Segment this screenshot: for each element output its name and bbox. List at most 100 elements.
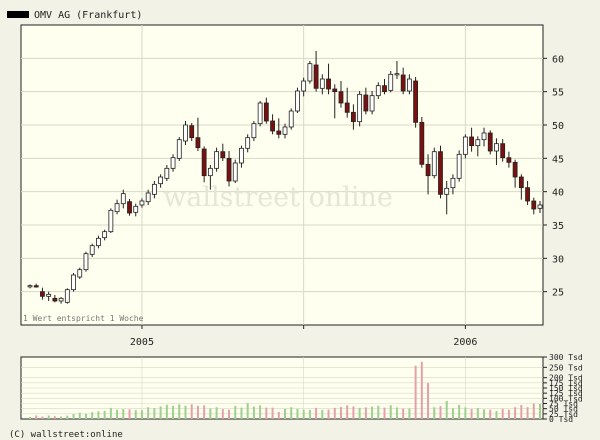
candle: [456, 150, 462, 182]
candle: [207, 165, 213, 190]
candle: [27, 284, 33, 289]
candle-body: [481, 132, 487, 141]
volume-bar: [153, 408, 156, 419]
x-tick-label: 2005: [130, 337, 154, 348]
candle-body: [494, 143, 499, 152]
volume-bar: [103, 410, 106, 419]
candle: [52, 295, 58, 303]
candle-body: [89, 245, 95, 255]
candle: [245, 134, 251, 153]
candle: [89, 243, 95, 257]
candle: [425, 154, 431, 195]
candle-body: [475, 139, 481, 147]
candle: [288, 108, 294, 130]
candle: [96, 235, 101, 249]
candle: [537, 201, 543, 213]
volume-bar: [41, 416, 44, 419]
candle-body: [369, 95, 375, 112]
candle-body: [195, 137, 201, 149]
volume-bar: [47, 415, 50, 419]
candle: [481, 127, 487, 147]
volume-bar: [451, 408, 454, 419]
candle-body: [58, 297, 64, 302]
price-axis: 25 30 35 40 45 50 55 60: [543, 54, 564, 299]
candle-body: [232, 162, 238, 182]
candle: [394, 61, 400, 79]
candle-body: [413, 80, 419, 123]
candle-body: [183, 124, 188, 142]
candle: [201, 146, 207, 183]
candle-body: [176, 139, 182, 159]
candle: [413, 77, 419, 128]
candle: [108, 208, 114, 233]
candle-body: [83, 253, 89, 271]
candle: [369, 91, 375, 115]
volume-bar: [290, 407, 293, 419]
candle-body: [251, 123, 257, 139]
candle: [263, 97, 269, 124]
candle-body: [108, 209, 114, 233]
volume-bar: [302, 409, 305, 419]
candle: [251, 121, 257, 141]
candle: [512, 159, 518, 188]
candle-body: [120, 193, 126, 205]
volume-bar: [234, 405, 237, 419]
volume-bar: [284, 408, 286, 419]
candle-body: [133, 205, 139, 213]
volume-bar: [439, 406, 442, 419]
volume-bar: [97, 411, 100, 419]
volume-bar: [128, 409, 131, 419]
volume-bar: [35, 415, 38, 419]
candle: [344, 87, 350, 118]
candle-body: [40, 291, 45, 297]
volume-bar: [196, 405, 199, 419]
candle: [239, 145, 244, 168]
candle-body: [338, 91, 344, 104]
candle-body: [307, 63, 313, 82]
candle-body: [257, 102, 263, 125]
candle-body: [52, 297, 58, 302]
volume-bar: [246, 403, 249, 419]
candle-body: [282, 126, 288, 135]
volume-bar: [277, 411, 280, 419]
candle: [176, 137, 182, 161]
candle: [518, 174, 524, 200]
volume-bar: [539, 403, 541, 419]
candle-body: [114, 203, 120, 213]
chart-title: OMV AG (Frankfurt): [34, 10, 142, 21]
volume-bar: [72, 414, 75, 419]
volume-bar: [91, 412, 94, 419]
candle: [71, 273, 76, 292]
volume-bar: [203, 405, 206, 419]
candle-body: [344, 102, 350, 113]
candle: [462, 134, 468, 159]
candle: [406, 74, 412, 95]
candle: [164, 165, 170, 181]
candle-body: [351, 111, 356, 123]
volume-bar: [395, 407, 398, 419]
volume-tick-label: 250 Tsd: [549, 363, 583, 372]
volume-tick-label: 50 Tsd: [549, 405, 578, 414]
volume-bar: [333, 407, 336, 419]
volume-bar: [445, 401, 448, 419]
volume-bar: [60, 416, 63, 419]
volume-bar: [265, 407, 268, 419]
volume-bar: [122, 409, 125, 419]
volume-bar: [520, 404, 523, 419]
candle-body: [220, 151, 226, 159]
volume-bar: [532, 403, 535, 419]
candle-body: [245, 137, 251, 149]
candle-body: [332, 88, 338, 93]
candle: [195, 117, 201, 151]
volume-bar: [514, 407, 517, 419]
candle-body: [164, 167, 170, 179]
candle: [33, 283, 39, 288]
candle-body: [139, 200, 145, 206]
candle: [506, 151, 512, 168]
volume-bars: [29, 361, 541, 419]
candle: [500, 139, 506, 162]
candle-body: [295, 90, 300, 112]
candle: [257, 101, 263, 127]
volume-bar: [147, 407, 150, 419]
